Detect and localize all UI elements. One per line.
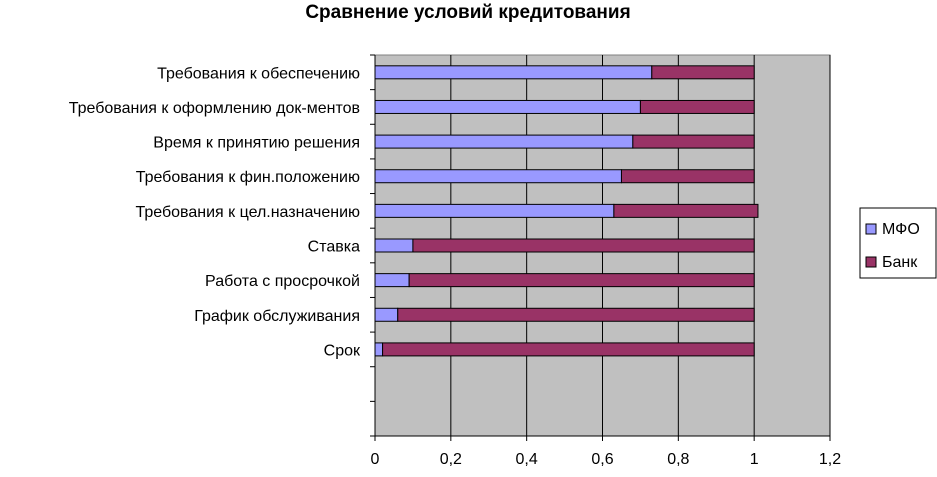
bar-mfo bbox=[374, 273, 410, 288]
bar-mfo bbox=[374, 169, 622, 184]
bar-mfo bbox=[374, 99, 641, 114]
x-tick-label: 0,4 bbox=[516, 451, 538, 468]
bar-mfo bbox=[374, 342, 384, 357]
bar-bank bbox=[613, 203, 759, 218]
bar-mfo bbox=[374, 65, 653, 80]
category-label: Требования к обеспечению bbox=[157, 65, 360, 82]
bar-mfo bbox=[374, 238, 414, 253]
x-tick-label: 0,6 bbox=[591, 451, 613, 468]
category-label: Ставка bbox=[308, 239, 360, 256]
category-label: График обслуживания bbox=[194, 308, 360, 325]
category-label: Требования к фин.положению bbox=[136, 169, 360, 186]
plot-area: 0 0,2 0,4 0,6 0,8 1 1,2 Срок График обслуживания… bbox=[69, 54, 841, 468]
x-tick-label: 0 bbox=[371, 451, 380, 468]
category-label: Время к принятию решения bbox=[153, 135, 360, 152]
bar-bank bbox=[639, 99, 755, 114]
legend: МФО Банк bbox=[859, 207, 937, 279]
category-label: Требования к цел.назначению bbox=[135, 204, 360, 221]
legend-label-mfo: МФО bbox=[882, 221, 920, 238]
bar-bank bbox=[397, 307, 755, 322]
x-tick-label: 0,2 bbox=[440, 451, 462, 468]
legend-swatch-bank bbox=[865, 256, 877, 268]
x-tick-label: 1,2 bbox=[819, 451, 841, 468]
bar-mfo bbox=[374, 307, 399, 322]
x-tick-label: 1 bbox=[750, 451, 759, 468]
bar-bank bbox=[382, 342, 755, 357]
bar-bank bbox=[408, 273, 755, 288]
category-label: Работа с просрочкой bbox=[205, 273, 360, 290]
bar-bank bbox=[651, 65, 755, 80]
chart-title: Сравнение условий кредитования bbox=[305, 2, 630, 23]
legend-swatch-mfo bbox=[865, 223, 877, 235]
x-tick-label: 0,8 bbox=[667, 451, 689, 468]
category-label: Требования к оформлению док-ментов bbox=[69, 100, 360, 117]
bar-bank bbox=[620, 169, 755, 184]
bar-bank bbox=[412, 238, 755, 253]
legend-label-bank: Банк bbox=[882, 254, 918, 271]
category-label: Срок bbox=[324, 342, 361, 359]
bar-mfo bbox=[374, 203, 615, 218]
bar-mfo bbox=[374, 134, 634, 149]
bar-bank bbox=[632, 134, 755, 149]
